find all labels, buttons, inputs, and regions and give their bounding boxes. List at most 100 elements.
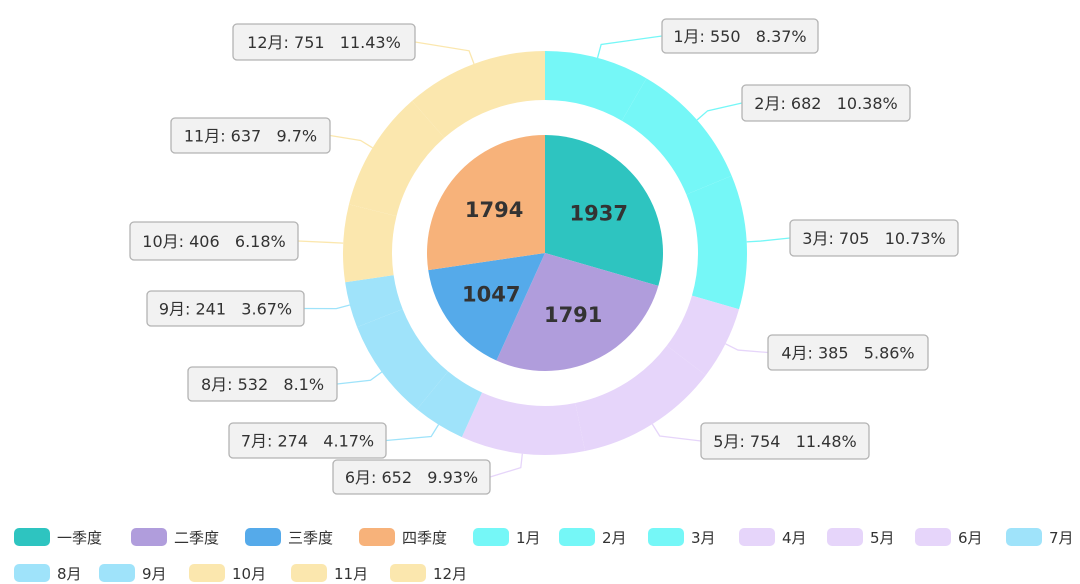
outer-slice-2[interactable] xyxy=(621,78,732,195)
legend-item-7[interactable]: 3月 xyxy=(648,528,716,547)
leader-line xyxy=(596,35,663,59)
label-box xyxy=(129,221,299,261)
outer-label-3: 3月: 705 10.73% xyxy=(789,219,959,257)
label-text: 7月: 274 4.17% xyxy=(241,432,374,451)
legend-item-12[interactable]: 8月 xyxy=(14,564,82,583)
inner-slice-1[interactable] xyxy=(545,135,663,286)
outer-slice-12[interactable] xyxy=(412,51,545,138)
legend-label: 一季度 xyxy=(57,529,102,547)
legend-label: 二季度 xyxy=(174,529,219,547)
label-text: 10月: 406 6.18% xyxy=(142,232,285,251)
outer-ring xyxy=(343,51,747,456)
label-text: 9月: 241 3.67% xyxy=(159,300,292,319)
inner-slice-4[interactable] xyxy=(427,135,545,271)
label-text: 1月: 550 8.37% xyxy=(673,27,806,46)
outer-label-1: 1月: 550 8.37% xyxy=(661,18,819,54)
inner-slice-3[interactable] xyxy=(428,253,545,361)
legend-swatch xyxy=(99,564,135,582)
outer-label-12: 12月: 751 11.43% xyxy=(232,23,416,61)
outer-slice-11[interactable] xyxy=(348,100,445,217)
leader-line xyxy=(725,343,769,354)
legend-swatch xyxy=(359,528,395,546)
legend-swatch xyxy=(291,564,327,582)
outer-slice-7[interactable] xyxy=(416,371,483,438)
legend-item-11[interactable]: 7月 xyxy=(1006,528,1074,547)
leader-line xyxy=(329,134,373,149)
inner-value-labels: 1937 1791 1047 1794 xyxy=(462,198,628,327)
label-box xyxy=(741,84,911,122)
label-box xyxy=(332,459,491,495)
leader-line xyxy=(746,237,791,243)
legend-swatch xyxy=(648,528,684,546)
legend-item-16[interactable]: 12月 xyxy=(390,564,467,583)
legend-swatch xyxy=(473,528,509,546)
leader-line xyxy=(651,423,702,442)
inner-ring xyxy=(427,135,663,372)
label-text: 5月: 754 11.48% xyxy=(713,432,856,451)
legend-item-9[interactable]: 5月 xyxy=(827,528,895,547)
label-box xyxy=(661,18,819,54)
label-text: 11月: 637 9.7% xyxy=(184,127,317,146)
inner-value-label: 1937 xyxy=(570,202,628,226)
legend-item-8[interactable]: 4月 xyxy=(739,528,807,547)
label-box xyxy=(228,422,387,459)
legend-label: 2月 xyxy=(602,529,627,547)
outer-slice-6[interactable] xyxy=(461,392,586,456)
legend-item-5[interactable]: 1月 xyxy=(473,528,541,547)
legend-label: 8月 xyxy=(57,565,82,583)
leader-lines xyxy=(297,35,791,478)
legend-item-2[interactable]: 二季度 xyxy=(131,528,219,547)
outer-slice-8[interactable] xyxy=(357,309,449,410)
outer-slice-labels: 1月: 550 8.37% 2月: 682 10.38% 3月: 705 10.73… xyxy=(129,18,959,495)
legend-swatch xyxy=(827,528,863,546)
outer-slice-3[interactable] xyxy=(686,175,747,310)
outer-label-5: 5月: 754 11.48% xyxy=(700,422,870,460)
outer-slice-1[interactable] xyxy=(545,51,647,121)
legend-swatch xyxy=(245,528,281,546)
legend-item-15[interactable]: 11月 xyxy=(291,564,368,583)
legend-item-10[interactable]: 6月 xyxy=(915,528,983,547)
outer-label-8: 8月: 532 8.1% xyxy=(187,366,338,402)
legend-label: 1月 xyxy=(516,529,541,547)
legend-item-13[interactable]: 9月 xyxy=(99,564,167,583)
label-box xyxy=(232,23,416,61)
legend-swatch xyxy=(14,528,50,546)
label-text: 8月: 532 8.1% xyxy=(201,375,324,394)
legend-swatch xyxy=(1006,528,1042,546)
label-text: 4月: 385 5.86% xyxy=(781,344,914,363)
leader-line xyxy=(696,102,743,121)
legend-label: 4月 xyxy=(782,529,807,547)
outer-label-11: 11月: 637 9.7% xyxy=(170,117,331,154)
label-text: 2月: 682 10.38% xyxy=(754,94,897,113)
legend-swatch xyxy=(131,528,167,546)
legend-label: 3月 xyxy=(691,529,716,547)
legend: 一季度 二季度 三季度 四季度 1月 2月 3月 4月 5月 6月 7月 8月 9月 10月 11月 12月 xyxy=(14,528,1074,583)
leader-line xyxy=(303,304,350,310)
label-box xyxy=(789,219,959,257)
legend-swatch xyxy=(915,528,951,546)
label-text: 3月: 705 10.73% xyxy=(802,229,945,248)
label-box xyxy=(146,290,305,327)
legend-item-6[interactable]: 2月 xyxy=(559,528,627,547)
outer-slice-10[interactable] xyxy=(343,204,397,283)
label-text: 12月: 751 11.43% xyxy=(247,33,401,52)
outer-label-4: 4月: 385 5.86% xyxy=(767,334,929,371)
legend-swatch xyxy=(189,564,225,582)
leader-line xyxy=(336,371,383,385)
label-box xyxy=(187,366,338,402)
legend-item-14[interactable]: 10月 xyxy=(189,564,266,583)
label-box xyxy=(767,334,929,371)
legend-label: 5月 xyxy=(870,529,895,547)
legend-label: 11月 xyxy=(334,565,368,583)
legend-label: 10月 xyxy=(232,565,266,583)
legend-item-1[interactable]: 一季度 xyxy=(14,528,102,547)
legend-item-4[interactable]: 四季度 xyxy=(359,528,447,547)
legend-item-3[interactable]: 三季度 xyxy=(245,528,333,547)
outer-slice-4[interactable] xyxy=(666,295,740,376)
inner-value-label: 1047 xyxy=(462,282,520,306)
inner-slice-2[interactable] xyxy=(496,253,659,372)
outer-slice-9[interactable] xyxy=(345,275,403,328)
outer-slice-5[interactable] xyxy=(575,345,706,451)
outer-label-6: 6月: 652 9.93% xyxy=(332,459,491,495)
